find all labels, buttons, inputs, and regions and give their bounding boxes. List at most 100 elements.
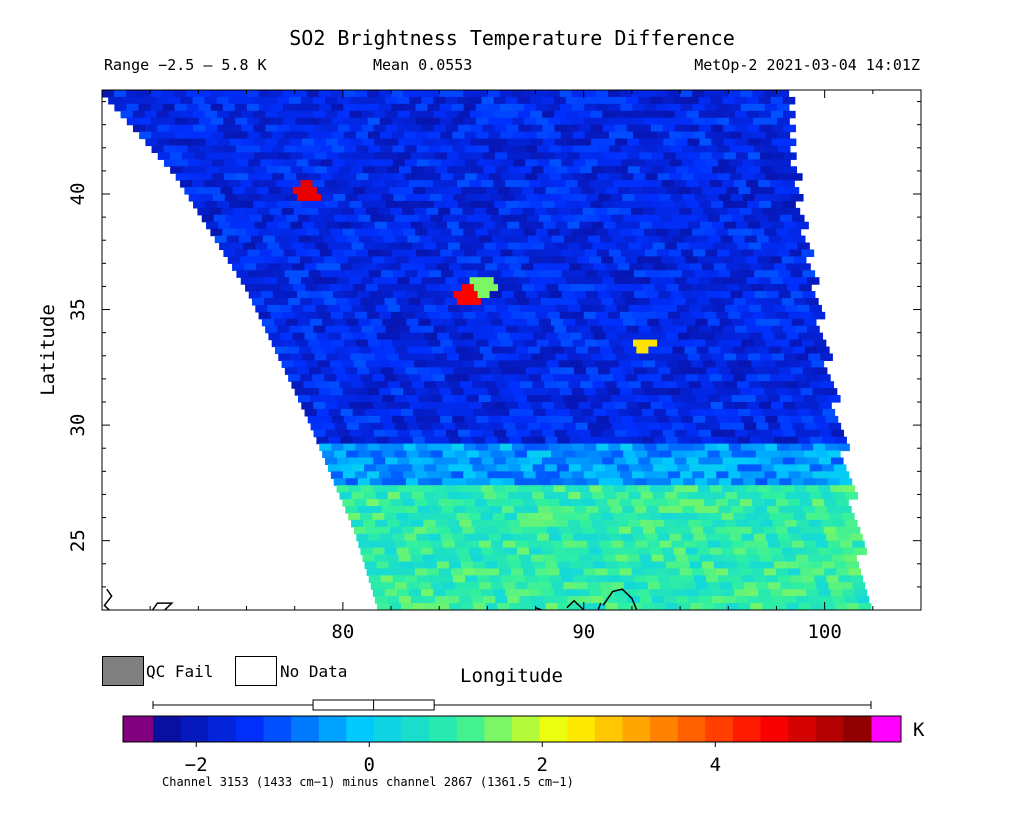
heatmap-cell <box>169 124 182 133</box>
heatmap-cell <box>584 131 598 140</box>
heatmap-cell <box>615 166 629 174</box>
heatmap-cell <box>486 207 500 216</box>
heatmap-cell <box>257 284 270 292</box>
heatmap-cell <box>485 561 498 569</box>
heatmap-cell <box>453 270 466 278</box>
heatmap-cell <box>468 547 482 556</box>
heatmap-cell <box>669 533 683 542</box>
heatmap-cell <box>367 415 381 424</box>
heatmap-cell <box>659 214 673 223</box>
heatmap-cell <box>506 124 519 133</box>
heatmap-cell <box>363 492 377 500</box>
heatmap-cell <box>642 187 655 195</box>
heatmap-cell <box>729 145 743 153</box>
heatmap-cell <box>645 159 659 167</box>
heatmap-cell <box>314 166 328 174</box>
heatmap-cell <box>625 374 639 382</box>
heatmap-cell <box>268 187 282 195</box>
heatmap-cell <box>533 436 546 445</box>
heatmap-cell <box>671 540 685 549</box>
heatmap-cell <box>473 284 487 292</box>
heatmap-cell <box>403 471 416 479</box>
heatmap-cell <box>205 200 218 209</box>
heatmap-cell <box>676 519 689 528</box>
heatmap-cell <box>605 408 619 417</box>
heatmap-cell <box>379 90 392 98</box>
heatmap-cell <box>639 221 653 230</box>
heatmap-cell <box>445 110 459 119</box>
heatmap-cell <box>319 117 333 126</box>
heatmap-cell <box>589 547 602 556</box>
heatmap-cell <box>752 471 766 479</box>
heatmap-cell <box>368 131 381 140</box>
heatmap-cell <box>713 464 727 472</box>
heatmap-cell <box>372 485 386 493</box>
heatmap-cell <box>521 332 534 341</box>
heatmap-cell <box>420 485 434 493</box>
heatmap-cell <box>738 603 751 610</box>
heatmap-cell <box>244 187 258 195</box>
heatmap-cell <box>392 339 405 348</box>
heatmap-cell <box>641 263 655 271</box>
heatmap-cell <box>384 589 398 597</box>
heatmap-cell <box>687 353 701 361</box>
heatmap-cell <box>611 540 624 549</box>
heatmap-cell <box>583 388 597 396</box>
heatmap-cell <box>495 353 508 361</box>
heatmap-cell <box>720 235 734 244</box>
heatmap-cell <box>433 402 447 410</box>
heatmap-cell <box>703 568 717 576</box>
heatmap-cell <box>412 408 426 417</box>
heatmap-cell <box>270 228 284 237</box>
heatmap-cell <box>436 263 450 271</box>
heatmap-cell <box>300 374 313 382</box>
heatmap-cell <box>818 374 831 382</box>
heatmap-cell <box>603 152 617 160</box>
heatmap-cell <box>320 173 333 181</box>
heatmap-cell <box>480 547 494 556</box>
heatmap-cell <box>204 110 218 119</box>
heatmap-cell <box>610 478 624 486</box>
heatmap-cell <box>551 540 564 549</box>
heatmap-cell <box>169 152 183 160</box>
heatmap-cell <box>403 90 416 98</box>
heatmap-cell <box>358 395 371 403</box>
heatmap-cell <box>354 499 368 507</box>
heatmap-cell <box>602 110 615 119</box>
heatmap-cell <box>326 166 340 174</box>
heatmap-cell <box>494 200 507 209</box>
heatmap-cell <box>764 388 778 396</box>
heatmap-cell <box>577 374 590 382</box>
heatmap-cell <box>583 90 597 98</box>
heatmap-cell <box>415 471 428 479</box>
heatmap-cell <box>351 519 364 528</box>
heatmap-cell <box>409 325 423 334</box>
heatmap-cell <box>743 395 757 403</box>
heatmap-cell <box>630 207 644 216</box>
heatmap-cell <box>391 228 404 237</box>
heatmap-cell <box>448 464 462 472</box>
heatmap-cell <box>479 235 493 244</box>
heatmap-cell <box>812 471 826 479</box>
heatmap-cell <box>481 277 495 285</box>
heatmap-cell <box>758 457 772 465</box>
heatmap-cell <box>680 388 693 396</box>
heatmap-cell <box>415 228 428 237</box>
heatmap-cell <box>518 200 531 209</box>
heatmap-cell <box>424 561 438 569</box>
heatmap-cell <box>728 228 741 237</box>
heatmap-cell <box>657 533 671 542</box>
heatmap-cell <box>543 221 556 230</box>
heatmap-cell <box>719 478 732 486</box>
heatmap-cell <box>595 228 609 237</box>
heatmap-cell <box>662 402 676 410</box>
heatmap-cell <box>806 485 819 493</box>
heatmap-cell <box>579 554 592 563</box>
heatmap-cell <box>507 596 521 604</box>
heatmap-cell <box>361 277 374 285</box>
heatmap-cell <box>411 304 425 313</box>
heatmap-cell <box>674 402 688 410</box>
heatmap-cell <box>716 471 729 479</box>
heatmap-cell <box>508 492 521 500</box>
heatmap-cell <box>529 277 543 285</box>
